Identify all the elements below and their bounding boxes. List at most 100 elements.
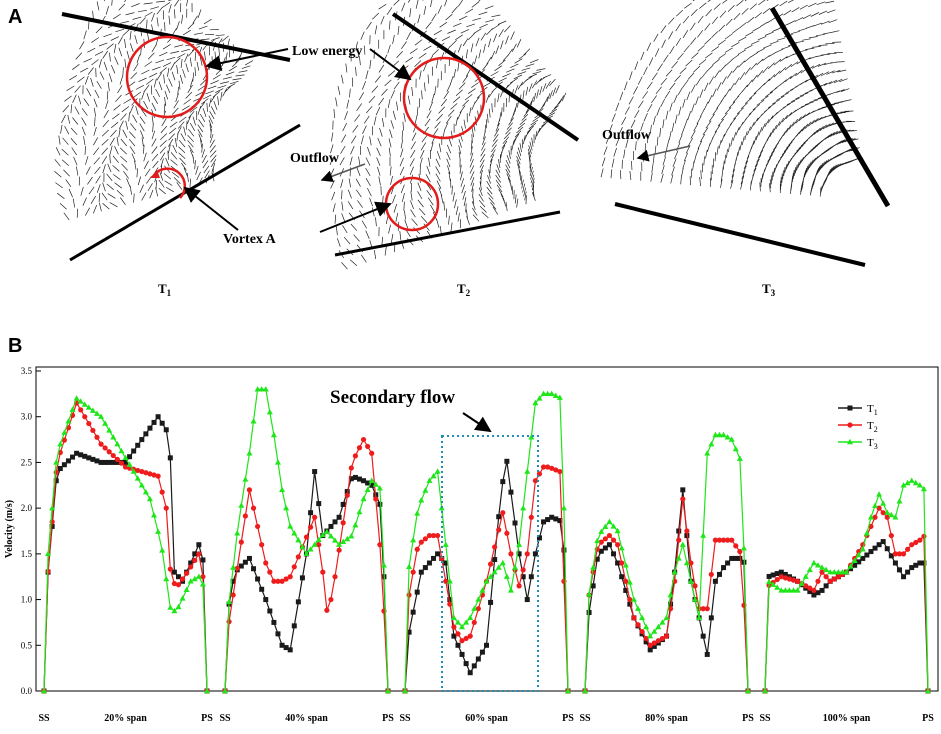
- data-point: [683, 559, 690, 566]
- data-point: [287, 647, 293, 653]
- data-point: [130, 468, 137, 474]
- data-point: [619, 560, 625, 566]
- data-point: [348, 465, 354, 471]
- data-point: [736, 455, 743, 461]
- caption-t1: T1: [158, 281, 172, 298]
- data-point: [508, 489, 514, 495]
- data-point: [311, 541, 318, 547]
- data-point: [151, 512, 158, 518]
- data-point: [484, 642, 489, 648]
- data-point: [590, 583, 596, 589]
- data-point: [151, 472, 157, 478]
- data-point: [479, 587, 486, 593]
- data-point: [631, 615, 637, 621]
- data-point: [159, 420, 165, 426]
- data-point: [53, 478, 59, 484]
- data-point: [704, 651, 710, 657]
- data-point: [110, 434, 117, 440]
- data-point: [372, 481, 379, 487]
- data-point: [548, 390, 555, 397]
- data-point: [627, 601, 633, 607]
- data-point: [195, 573, 202, 579]
- data-point: [406, 629, 412, 635]
- data-point: [328, 596, 334, 603]
- series-line-t3: [224, 388, 389, 692]
- data-point: [598, 528, 605, 534]
- data-point: [536, 535, 542, 541]
- data-point: [255, 523, 261, 530]
- data-point: [422, 565, 428, 571]
- data-point: [450, 614, 457, 621]
- data-point: [884, 514, 890, 520]
- x-label-span: 40% span: [285, 713, 328, 724]
- data-point: [623, 578, 629, 584]
- data-point: [443, 560, 449, 566]
- data-point: [507, 587, 514, 593]
- data-point: [188, 564, 194, 570]
- data-point: [860, 555, 866, 561]
- data-point: [745, 687, 751, 694]
- data-point: [557, 468, 563, 475]
- series-t1: [41, 414, 931, 694]
- data-point: [675, 555, 682, 561]
- data-point: [916, 482, 923, 488]
- data-point: [242, 513, 248, 519]
- data-point: [340, 501, 346, 507]
- data-point: [139, 437, 145, 443]
- data-point: [414, 546, 420, 552]
- data-point: [610, 523, 617, 529]
- data-point: [246, 555, 252, 561]
- data-point: [668, 601, 674, 607]
- data-point: [855, 551, 862, 558]
- data-point: [299, 543, 306, 550]
- data-point: [90, 456, 96, 462]
- data-point: [823, 574, 829, 580]
- data-point: [459, 651, 465, 657]
- data-point: [377, 542, 383, 548]
- legend: T1 T2 T3: [838, 403, 878, 451]
- data-point: [532, 478, 539, 484]
- data-point: [496, 527, 502, 533]
- data-point: [733, 543, 739, 549]
- data-point: [766, 578, 773, 585]
- outflow-label-t3: Outflow: [602, 128, 652, 143]
- data-point: [582, 687, 588, 694]
- blade-wall-t3-bottom: [614, 202, 866, 267]
- data-point: [618, 544, 625, 551]
- x-axis-labels: SS 20% span PS SS 40% span PS SS 60% span PS SS 80…: [38, 713, 934, 724]
- data-point: [786, 576, 793, 582]
- data-point: [471, 605, 478, 611]
- data-point: [651, 628, 658, 634]
- data-point: [733, 555, 739, 561]
- data-point: [864, 552, 870, 558]
- data-point: [308, 510, 314, 516]
- data-point: [552, 392, 559, 398]
- data-point: [851, 557, 858, 563]
- data-point: [594, 537, 601, 544]
- data-point: [291, 564, 297, 570]
- data-point: [283, 576, 289, 582]
- x-label-ps: PS: [742, 713, 754, 724]
- data-point: [496, 514, 502, 520]
- series-line-t3: [584, 434, 749, 692]
- x-label-ss: SS: [219, 713, 231, 724]
- data-point: [307, 524, 314, 530]
- panel-a-vector-fields: Low energy Vortex A Outflow Outflow T1 T2…: [54, 0, 891, 298]
- blade-wall-t2-top: [391, 12, 580, 142]
- data-point: [704, 606, 710, 612]
- data-point: [487, 561, 494, 567]
- data-point: [725, 560, 731, 566]
- data-point: [896, 498, 903, 504]
- data-point: [78, 452, 84, 458]
- data-point: [896, 567, 902, 573]
- data-point: [102, 420, 109, 426]
- data-point: [49, 504, 56, 511]
- data-point: [287, 523, 294, 529]
- data-point: [275, 578, 281, 584]
- data-point: [234, 565, 240, 571]
- data-point: [352, 521, 359, 528]
- data-point: [459, 623, 466, 630]
- data-point: [798, 580, 805, 586]
- legend-label-t3: T3: [867, 437, 878, 451]
- data-point: [778, 587, 785, 593]
